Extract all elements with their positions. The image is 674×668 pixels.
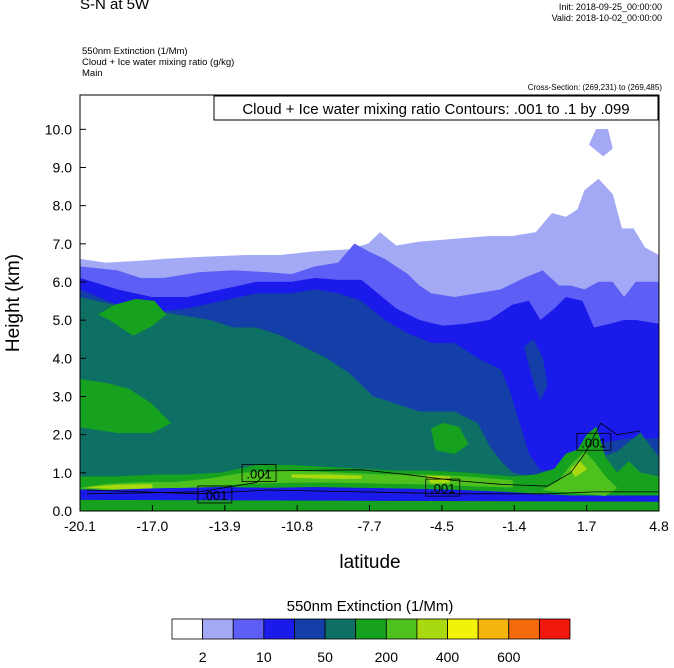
y-tick-label: 6.0 bbox=[53, 274, 73, 290]
colorbar-label-2: 50 bbox=[317, 649, 333, 665]
axis-ticks: -20.1 -17.0 -13.9 -10.8 -7.7 -4.5 -1.4 1.7 4.8 0.… bbox=[45, 121, 669, 534]
colorbar-swatch-6 bbox=[355, 618, 387, 640]
colorbar-title: 550nm Extinction (1/Mm) bbox=[287, 598, 454, 615]
extinction-region-8 bbox=[98, 298, 167, 336]
x-tick-label: -1.4 bbox=[502, 518, 526, 534]
x-tick-label: -13.9 bbox=[209, 518, 241, 534]
colorbar-swatch-3 bbox=[263, 618, 295, 640]
colorbar-label-1: 10 bbox=[256, 649, 272, 665]
y-tick-label: 10.0 bbox=[45, 121, 72, 137]
main-title: S-N at 5W bbox=[80, 0, 150, 13]
colorbar-swatch-5 bbox=[324, 618, 357, 640]
y-tick-label: 0.0 bbox=[53, 503, 73, 519]
contour-label-box-3 bbox=[576, 432, 612, 451]
x-tick-label: -20.1 bbox=[64, 518, 96, 534]
contour-label-box-2 bbox=[425, 478, 461, 497]
contour-label-2: .001 bbox=[430, 481, 455, 496]
colorbar-swatch-0 bbox=[171, 618, 204, 640]
x-tick-label: -17.0 bbox=[136, 518, 168, 534]
colorbar-label-3: 200 bbox=[375, 649, 399, 665]
extinction-region-1 bbox=[588, 129, 613, 157]
colorbar-label-5: 600 bbox=[497, 649, 521, 665]
contour-label-box-1 bbox=[241, 464, 277, 482]
colorbar-swatch-2 bbox=[232, 618, 265, 640]
colorbar-swatch-12 bbox=[538, 618, 571, 640]
y-tick-label: 2.0 bbox=[53, 427, 73, 443]
extinction-region-13 bbox=[80, 470, 513, 491]
field-name-extinction: 550nm Extinction (1/Mm) bbox=[82, 46, 188, 57]
y-tick-label: 7.0 bbox=[53, 236, 73, 252]
extinction-region-5 bbox=[523, 338, 548, 401]
y-tick-label: 9.0 bbox=[53, 160, 73, 176]
x-tick-label: 4.8 bbox=[649, 518, 669, 534]
contour-line bbox=[86, 422, 659, 495]
chart-title: Cloud + Ice water mixing ratio Contours:… bbox=[242, 101, 629, 118]
y-axis-title: Height (km) bbox=[3, 254, 24, 352]
x-tick-label: -10.8 bbox=[281, 518, 313, 534]
y-tick-label: 3.0 bbox=[53, 389, 73, 405]
extinction-region-9 bbox=[80, 379, 172, 434]
x-axis-title: latitude bbox=[339, 552, 400, 573]
contour-label-box-0 bbox=[197, 485, 233, 504]
extinction-region-6 bbox=[80, 297, 659, 511]
colorbar-label-0: 2 bbox=[199, 649, 207, 665]
y-tick-label: 5.0 bbox=[53, 312, 73, 328]
colorbar-swatch-9 bbox=[447, 618, 479, 640]
extinction-region-12 bbox=[80, 487, 659, 502]
extinction-region-10 bbox=[430, 422, 469, 455]
colorbar-swatch-10 bbox=[477, 618, 510, 640]
y-tick-label: 4.0 bbox=[53, 350, 73, 366]
contour-label-1: .001 bbox=[246, 467, 271, 482]
colorbar-swatch-4 bbox=[294, 618, 326, 640]
extinction-region-16 bbox=[291, 474, 362, 479]
mixing-ratio-contours: .001 .001 .001 .001 bbox=[86, 422, 659, 504]
contour-info-box: Cloud + Ice water mixing ratio Contours:… bbox=[213, 95, 659, 121]
x-tick-label: 1.7 bbox=[577, 518, 597, 534]
contour-label-3: .001 bbox=[581, 435, 606, 450]
cross-section-label: Cross-Section: (269,231) to (269,485) bbox=[527, 83, 662, 92]
extinction-region-15 bbox=[86, 484, 153, 490]
extinction-region-7 bbox=[291, 365, 311, 386]
valid-time: Valid: 2018-10-02_00:00:00 bbox=[551, 13, 662, 23]
colorbar: 2 10 50 200 400 600 bbox=[171, 618, 571, 665]
init-time: Init: 2018-09-25_00:00:00 bbox=[558, 2, 662, 12]
field-name-mixing-ratio: Cloud + Ice water mixing ratio (g/kg) bbox=[82, 57, 235, 68]
colorbar-swatch-1 bbox=[202, 618, 234, 640]
field-name-main: Main bbox=[82, 68, 103, 79]
colorbar-label-4: 400 bbox=[436, 649, 460, 665]
colorbar-swatch-7 bbox=[385, 618, 418, 640]
colorbar-swatch-11 bbox=[508, 618, 540, 640]
y-tick-label: 1.0 bbox=[53, 465, 73, 481]
x-tick-label: -4.5 bbox=[430, 518, 454, 534]
extinction-field bbox=[80, 129, 659, 511]
x-tick-label: -7.7 bbox=[357, 518, 381, 534]
y-tick-label: 8.0 bbox=[53, 198, 73, 214]
contour-label-0: .001 bbox=[202, 488, 227, 503]
colorbar-swatch-8 bbox=[416, 618, 448, 640]
